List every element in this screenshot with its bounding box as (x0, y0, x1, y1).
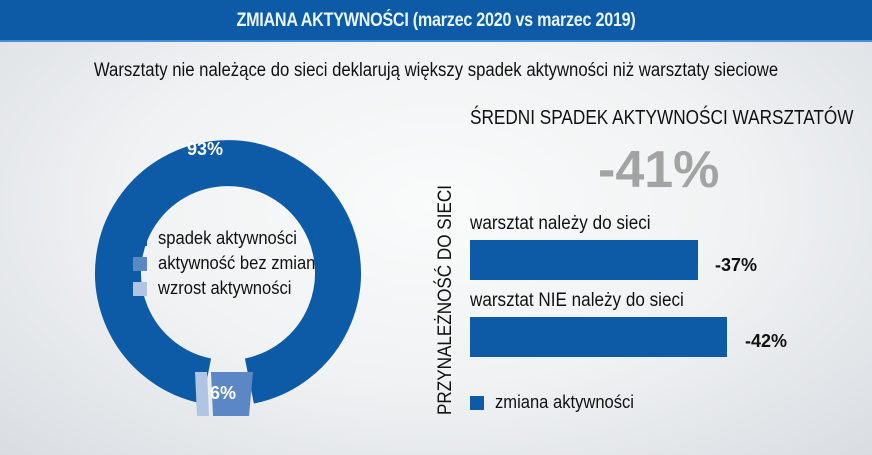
bar-legend: zmiana aktywności (470, 392, 646, 413)
bar-category-label: warsztat NIE należy do sieci (470, 290, 684, 311)
bar-value: -37% (715, 255, 758, 275)
bar-category-label: warsztat należy do sieci (470, 213, 651, 234)
legend-swatch (133, 231, 147, 246)
bar-nie-siec (470, 317, 727, 357)
legend-item: aktywność bez zmian (133, 251, 329, 276)
header-bar: ZMIANA AKTYWNOŚCI (marzec 2020 vs marzec… (0, 0, 872, 42)
legend-label: zmiana aktywności (495, 392, 634, 412)
legend-label: aktywność bez zmian (158, 253, 316, 273)
average-title: ŚREDNI SPADEK AKTYWNOŚCI WARSZTATÓW (470, 107, 854, 129)
legend-swatch (133, 256, 147, 271)
donut-segment-bez-zmian (211, 372, 253, 416)
legend-item: spadek aktywności (133, 226, 329, 251)
donut-segment-spadek (95, 140, 361, 404)
bar-siec (470, 240, 698, 280)
bar-axis-label: PRZYNALEŻNOŚĆ DO SIECI (435, 185, 456, 415)
donut-label-6: 6% (210, 383, 237, 403)
donut-segment-wzrost (195, 372, 209, 416)
legend-label: wzrost aktywności (158, 278, 292, 298)
donut-label-93: 93% (187, 139, 224, 159)
legend-label: spadek aktywności (158, 228, 297, 248)
average-value: -41% (598, 141, 720, 199)
page-title: ZMIANA AKTYWNOŚCI (marzec 2020 vs marzec… (236, 10, 636, 31)
subtitle: Warsztaty nie należące do sieci deklaruj… (93, 60, 779, 81)
legend-swatch (470, 395, 484, 410)
bar-value: -42% (745, 331, 788, 351)
legend-swatch (133, 281, 147, 296)
donut-chart (95, 140, 361, 416)
donut-legend: spadek aktywności aktywność bez zmian wz… (133, 226, 329, 301)
legend-item: wzrost aktywności (133, 276, 329, 301)
